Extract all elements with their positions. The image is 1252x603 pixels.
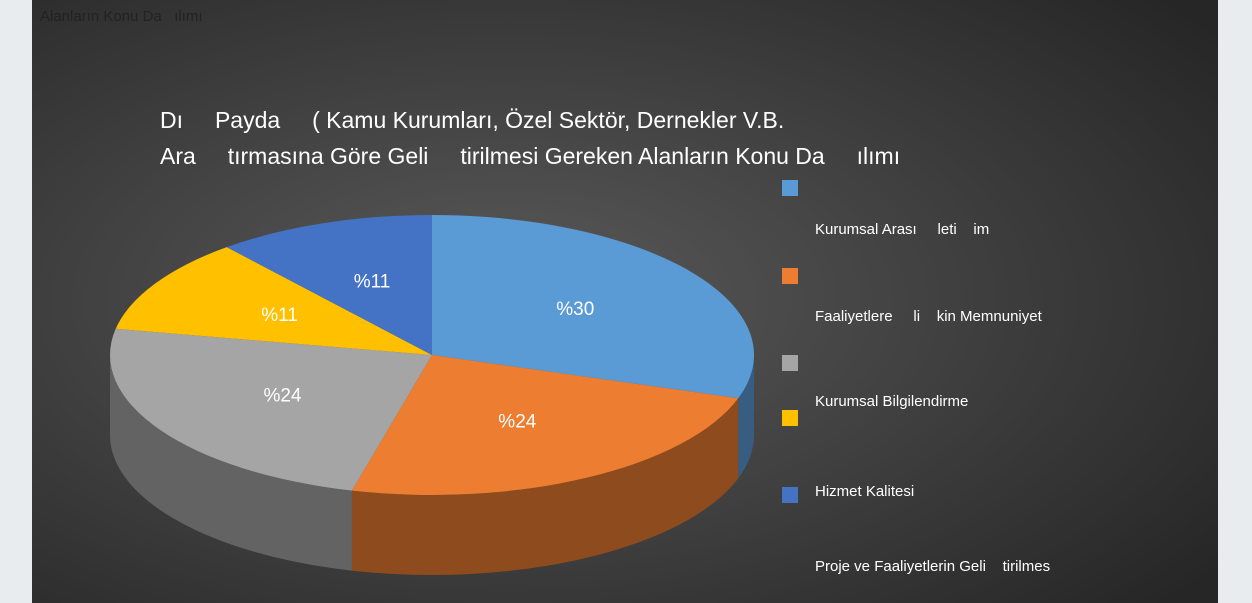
- legend-label: Hizmet Kalitesi: [815, 483, 914, 500]
- chart-title: Dı Payda ( Kamu Kurumları, Özel Sektör, …: [160, 107, 784, 133]
- legend-swatch: [782, 180, 798, 196]
- data-label: %30: [556, 299, 594, 320]
- slice: [351, 355, 739, 496]
- legend-label: Faaliyetlere li kin Memnuniyet: [815, 308, 1043, 325]
- slice-side: [738, 355, 754, 479]
- chart-title: Ara tırmasına Göre Geli tirilmesi Gereke…: [160, 143, 900, 169]
- data-label: %24: [263, 385, 301, 406]
- legend-swatch: [782, 487, 798, 503]
- slice: [226, 215, 432, 355]
- legend-swatch: [782, 268, 798, 284]
- slice-side: [110, 355, 352, 571]
- data-label: %11: [354, 272, 391, 293]
- legend-label: Proje ve Faaliyetlerin Geli tirilmes: [815, 558, 1050, 575]
- legend-swatch: [782, 355, 798, 371]
- header-fragment: Alanların Konu Da ılımı: [40, 8, 203, 25]
- legend-swatch: [782, 410, 798, 426]
- data-label: %11: [261, 305, 298, 326]
- data-label: %24: [498, 411, 536, 432]
- legend-label: Kurumsal Arası leti im: [815, 221, 989, 238]
- slice: [432, 215, 754, 399]
- slice: [115, 247, 433, 355]
- slice: [109, 328, 432, 491]
- slice-side: [351, 398, 739, 575]
- legend-label: Kurumsal Bilgilendirme: [815, 393, 968, 410]
